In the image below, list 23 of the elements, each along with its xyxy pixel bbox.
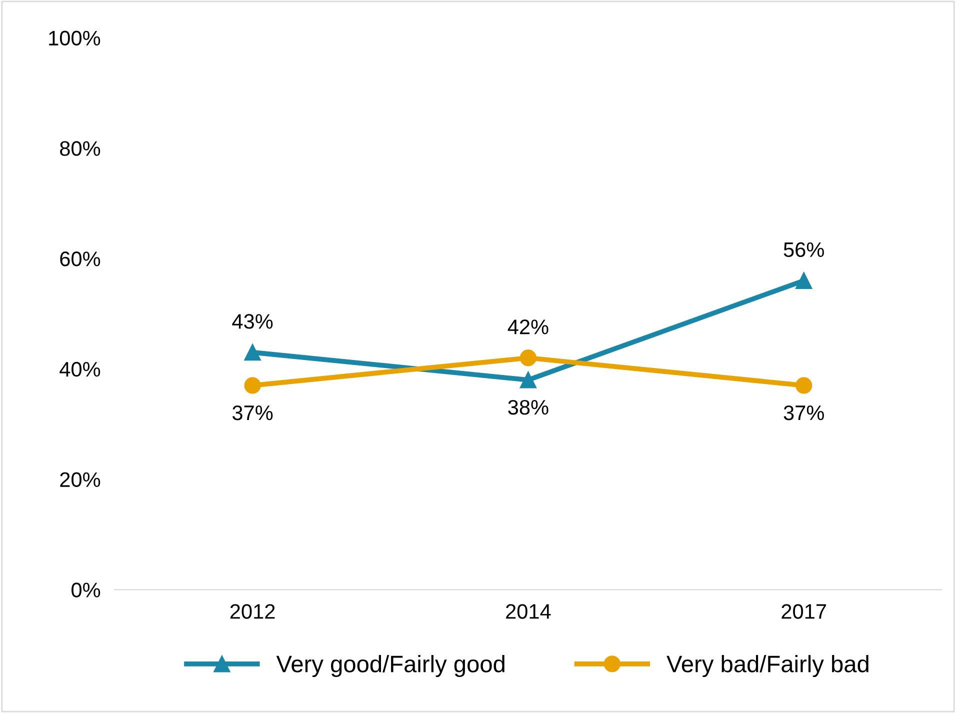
data-label: 38%: [508, 400, 548, 415]
data-label: 43%: [232, 314, 273, 329]
data-label: 37%: [232, 405, 273, 420]
data-label: 42%: [508, 320, 548, 334]
y-tick-label: 40%: [60, 362, 100, 377]
point: [796, 377, 812, 394]
x-tick-label: 2014: [506, 604, 551, 619]
y-tick-label: 0%: [72, 582, 100, 598]
point: [244, 377, 261, 394]
point: [796, 272, 812, 289]
x-tick-label: 2012: [230, 604, 275, 619]
data-label: 37%: [784, 405, 824, 420]
y-tick-label: 80%: [60, 141, 100, 156]
point: [520, 372, 537, 388]
data-label: 56%: [784, 242, 824, 258]
legend-label: Very good/Fairly good: [276, 655, 504, 678]
y-tick-label: 20%: [60, 472, 100, 488]
legend-label: Very bad/Fairly bad: [666, 655, 868, 678]
y-tick-label: 60%: [60, 252, 100, 266]
y-tick-label: 100%: [49, 30, 100, 46]
point: [520, 350, 537, 366]
point: [244, 344, 261, 361]
x-tick-label: 2017: [782, 604, 826, 619]
